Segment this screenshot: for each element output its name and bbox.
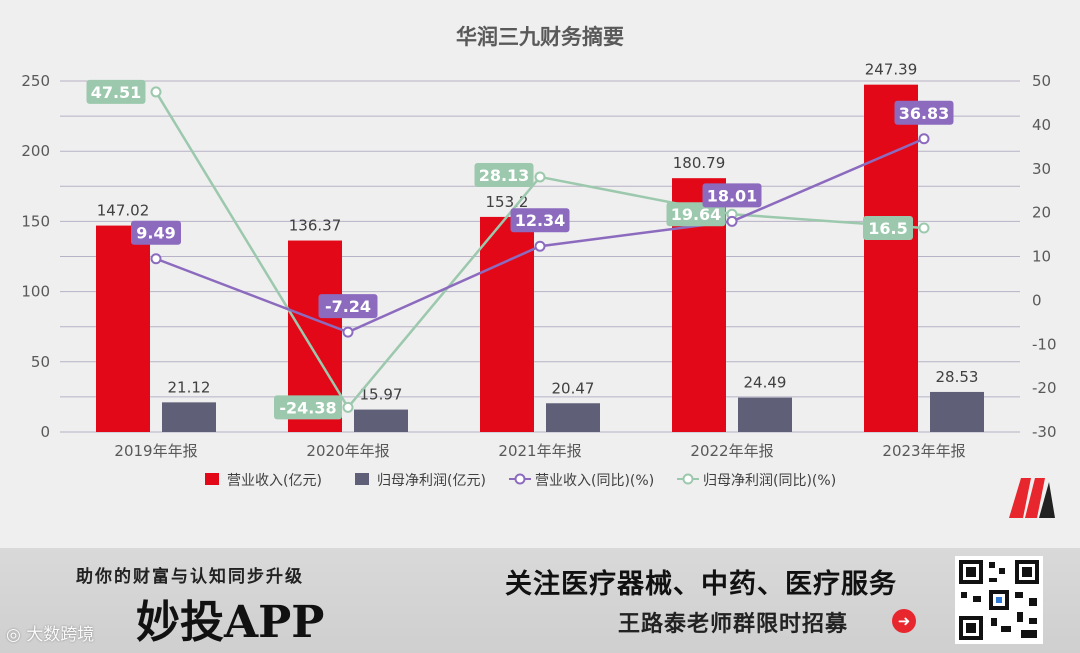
chart-svg: 华润三九财务摘要 0 50 100 150 200 250 -30 -20 -10 0 10 20 30 4… <box>21 25 1057 489</box>
line-value-label-box <box>318 294 378 319</box>
y-right-tick-label: 20 <box>1032 204 1051 222</box>
bar-net-profit[interactable] <box>546 403 600 432</box>
y-left-tick-label: 50 <box>31 353 50 371</box>
banner-headline: 关注医疗器械、中药、医疗服务 <box>505 569 897 600</box>
line-point[interactable] <box>918 222 930 234</box>
line-value-label: 36.83 <box>899 104 950 123</box>
bar-value-label: 24.49 <box>744 374 787 392</box>
series-line <box>155 137 925 334</box>
watermark-text: 大数跨境 <box>26 625 95 645</box>
legend-label: 归母净利润(同比)(%) <box>703 472 836 489</box>
bar-value-label: 15.97 <box>360 386 403 404</box>
line-value-label: -7.24 <box>325 297 371 316</box>
line-value-label: 47.51 <box>91 83 142 102</box>
x-tick-label: 2019年年报 <box>114 442 197 460</box>
promo-banner[interactable]: 助你的财富与认知同步升级 妙投APP 关注医疗器械、中药、医疗服务 王路泰老师群… <box>0 548 1080 653</box>
watermark: ◎ 大数跨境 <box>6 625 95 645</box>
banner-slogan: 助你的财富与认知同步升级 <box>76 567 304 587</box>
line-value-label-box <box>274 395 342 420</box>
line-point[interactable] <box>918 133 930 145</box>
x-tick-label: 2023年年报 <box>882 442 965 460</box>
y-right-tick-label: 50 <box>1032 72 1051 90</box>
line-value-label-box <box>863 215 913 240</box>
bar-net-profit[interactable] <box>930 391 984 432</box>
bar-value-label: 21.12 <box>168 378 211 396</box>
line-value-label-box <box>666 202 726 227</box>
line-point[interactable] <box>342 401 354 413</box>
line-value-label-box <box>702 183 762 208</box>
brand-logo-icon <box>1009 478 1055 518</box>
y-left-tick-label: 250 <box>21 72 50 90</box>
legend-swatch-marker <box>682 473 694 485</box>
bar-net-profit[interactable] <box>162 402 216 432</box>
legend-swatch <box>205 473 219 485</box>
y-left-tick-label: 150 <box>21 212 50 230</box>
banner-app-name: 妙投APP <box>136 597 325 648</box>
bar-value-label: 20.47 <box>552 379 595 397</box>
chart-area: 华润三九财务摘要 0 50 100 150 200 250 -30 -20 -10 0 10 20 30 4… <box>0 0 1080 548</box>
legend-label: 营业收入(亿元) <box>227 473 322 489</box>
y-right-tick-label: 0 <box>1032 291 1042 309</box>
y-right-tick-label: 30 <box>1032 160 1051 178</box>
line-value-label: 12.34 <box>515 211 566 230</box>
line-value-label-box <box>510 208 570 233</box>
legend-label: 营业收入(同比)(%) <box>535 473 654 489</box>
bar-value-label: 180.79 <box>673 154 726 172</box>
bar-value-label: 153.2 <box>486 193 529 211</box>
arrow-right-icon[interactable]: ➜ <box>892 609 916 633</box>
legend-swatch-marker <box>514 473 526 485</box>
line-point[interactable] <box>534 171 546 183</box>
y-left-tick-label: 100 <box>21 283 50 301</box>
line-value-label-box <box>131 220 181 245</box>
bar-value-label: 28.53 <box>936 368 979 386</box>
line-value-label-box <box>86 79 146 104</box>
bar-value-label: 147.02 <box>97 202 150 220</box>
line-point[interactable] <box>342 326 354 338</box>
bar-value-label: 136.37 <box>289 217 342 235</box>
line-value-label: -24.38 <box>279 398 336 417</box>
bar-value-label: 247.39 <box>865 61 918 79</box>
legend-swatch <box>355 473 369 485</box>
qr-code-icon <box>955 556 1043 644</box>
bar-revenue[interactable] <box>480 216 534 432</box>
y-right-tick-label: 10 <box>1032 248 1051 266</box>
line-value-label-box <box>894 100 954 125</box>
line-point[interactable] <box>726 215 738 227</box>
bar-net-profit[interactable] <box>738 397 792 432</box>
line-value-label: 28.13 <box>479 166 530 185</box>
y-right-tick-label: -30 <box>1032 423 1057 441</box>
line-value-label: 16.5 <box>868 219 907 238</box>
y-right-tick-label: 40 <box>1032 116 1051 134</box>
banner-subline: 王路泰老师群限时招募 <box>618 612 849 637</box>
x-tick-label: 2022年年报 <box>690 442 773 460</box>
y-left-tick-label: 200 <box>21 142 50 160</box>
line-value-label: 18.01 <box>707 186 758 205</box>
bar-revenue[interactable] <box>864 84 918 433</box>
legend-label: 归母净利润(亿元) <box>377 472 486 489</box>
bar-revenue[interactable] <box>96 225 150 432</box>
y-left-tick-label: 0 <box>40 423 50 441</box>
line-point[interactable] <box>534 240 546 252</box>
line-point[interactable] <box>150 253 162 265</box>
y-right-tick-label: -10 <box>1032 335 1057 353</box>
x-tick-label: 2021年年报 <box>498 442 581 460</box>
bar-net-profit[interactable] <box>354 409 408 432</box>
line-value-label-box <box>474 162 534 187</box>
x-tick-label: 2020年年报 <box>306 442 389 460</box>
line-value-label: 9.49 <box>136 224 175 243</box>
line-point[interactable] <box>150 86 162 98</box>
y-right-tick-label: -20 <box>1032 379 1057 397</box>
line-value-label: 19.64 <box>671 205 722 224</box>
chart-title: 华润三九财务摘要 <box>456 25 624 49</box>
